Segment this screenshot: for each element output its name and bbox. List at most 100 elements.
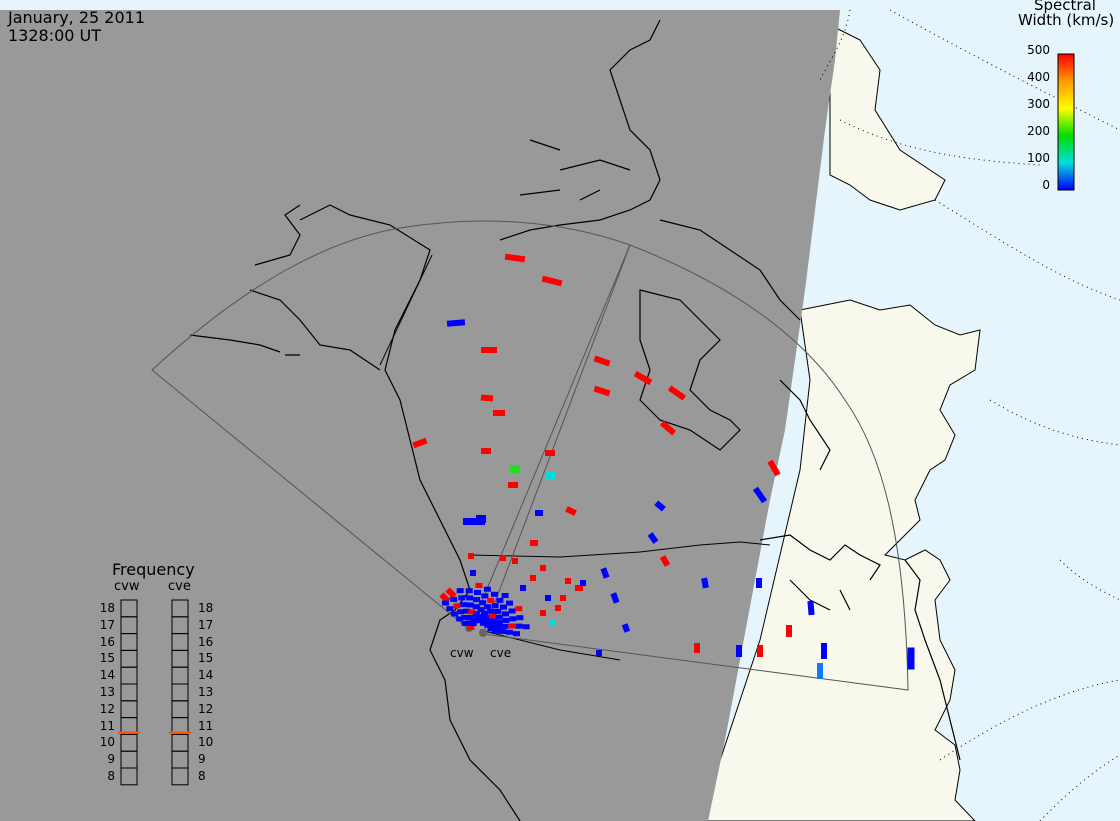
frequency-scale-label: 13 [198, 685, 214, 699]
echo-cell [500, 604, 507, 610]
echo-cell [508, 608, 516, 614]
echo-cell [821, 643, 827, 659]
frequency-scale-label: 8 [198, 769, 206, 783]
echo-cell [473, 618, 481, 624]
echo-cell [451, 611, 459, 617]
frequency-scale-label: 18 [99, 601, 115, 615]
echo-cell [489, 622, 497, 628]
echo-cell [530, 575, 536, 581]
echo-cell [463, 608, 470, 614]
echo-cell [513, 631, 520, 637]
echo-cell [481, 610, 489, 616]
frequency-scale-label: 17 [198, 617, 214, 632]
plot-date: January, 25 2011 [8, 8, 145, 27]
echo-cell [506, 629, 513, 635]
latitude-grid [819, 9, 1120, 821]
echo-cell [701, 577, 709, 589]
frequency-scale-label: 14 [99, 668, 115, 683]
echo-cell [515, 606, 523, 612]
alaska-canada-border [379, 254, 433, 366]
echo-cell [907, 647, 915, 670]
frequency-scale-label: 13 [99, 685, 115, 699]
echo-cell [442, 600, 449, 606]
frequency-cell [120, 767, 138, 786]
echo-cell [445, 587, 457, 599]
echo-cell [757, 645, 763, 657]
echo-cell [466, 615, 473, 620]
echo-cell [575, 585, 583, 591]
frequency-scale-label: 10 [198, 735, 214, 750]
echo-cell [504, 253, 526, 263]
frequency-scale-label: 16 [198, 634, 214, 649]
echo-cell [474, 590, 481, 595]
echo-cell [621, 623, 631, 633]
echo-cell [472, 611, 480, 617]
colorbar-tick: 200 [1027, 124, 1050, 138]
echo-cell [654, 500, 666, 512]
frequency-scale-label: 14 [198, 668, 214, 683]
echo-cell [470, 570, 476, 576]
echo-cell [509, 616, 517, 622]
echo-cell [494, 624, 502, 630]
echo-cell [468, 553, 474, 559]
frequency-scale-label: 11 [99, 718, 115, 733]
echo-cell [540, 610, 546, 616]
alaska-west [249, 204, 381, 371]
echo-cell [483, 614, 491, 620]
echo-cell [487, 597, 495, 603]
echo-cell [736, 645, 742, 657]
echo-cell [546, 472, 556, 480]
echo-cell [458, 595, 466, 601]
coastlines [189, 19, 961, 821]
echo-cell [508, 482, 518, 488]
fov-cve [482, 244, 909, 691]
echo-cell [475, 583, 483, 588]
colorbar-gradient [1057, 53, 1075, 191]
echo-cell [501, 593, 509, 598]
frequency-scale-label: 11 [198, 718, 214, 733]
echo-cell [491, 591, 498, 597]
echo-cell [535, 510, 543, 516]
echo-cell [541, 275, 563, 287]
echo-cell [502, 611, 509, 617]
echo-cell [647, 532, 659, 544]
echo-cell [516, 615, 524, 621]
echo-cell [565, 506, 577, 516]
echo-cell [476, 515, 486, 523]
echo-cell [495, 614, 503, 620]
echo-cell [453, 603, 461, 609]
echo-cell [412, 437, 428, 449]
frequency-scale-label: 16 [99, 634, 115, 649]
echo-cell [487, 626, 495, 632]
frequency-scale-label: 17 [99, 617, 115, 632]
echo-cell [480, 620, 487, 626]
echo-cell [478, 617, 486, 623]
frequency-scale-label: 15 [198, 651, 214, 666]
echo-cell [496, 597, 504, 603]
echo-cell [468, 609, 476, 615]
echo-cell [489, 613, 497, 619]
radar-label-cvw: cvw [450, 646, 474, 660]
arctic-islands [499, 19, 661, 241]
radar-site-cve [479, 629, 487, 637]
echo-cell [479, 600, 487, 606]
echo-cell [481, 347, 497, 353]
echo-cell [512, 558, 518, 564]
echo-cell [694, 643, 700, 653]
frequency-cell [171, 767, 189, 786]
radar-fov [151, 220, 909, 691]
great-lakes [759, 534, 881, 611]
echo-cell [463, 518, 485, 525]
frequency-scale-label: 8 [107, 769, 115, 783]
echo-cell [472, 604, 480, 610]
echo-cell [501, 623, 509, 629]
echo-cell [520, 585, 526, 591]
echo-cell [481, 448, 491, 454]
frequency-scale-label: 9 [107, 752, 115, 767]
echo-cell [786, 625, 792, 637]
day-land-greenland [829, 24, 946, 211]
echo-cell [500, 555, 506, 561]
echo-cell [487, 608, 495, 614]
echo-cell [550, 620, 556, 626]
